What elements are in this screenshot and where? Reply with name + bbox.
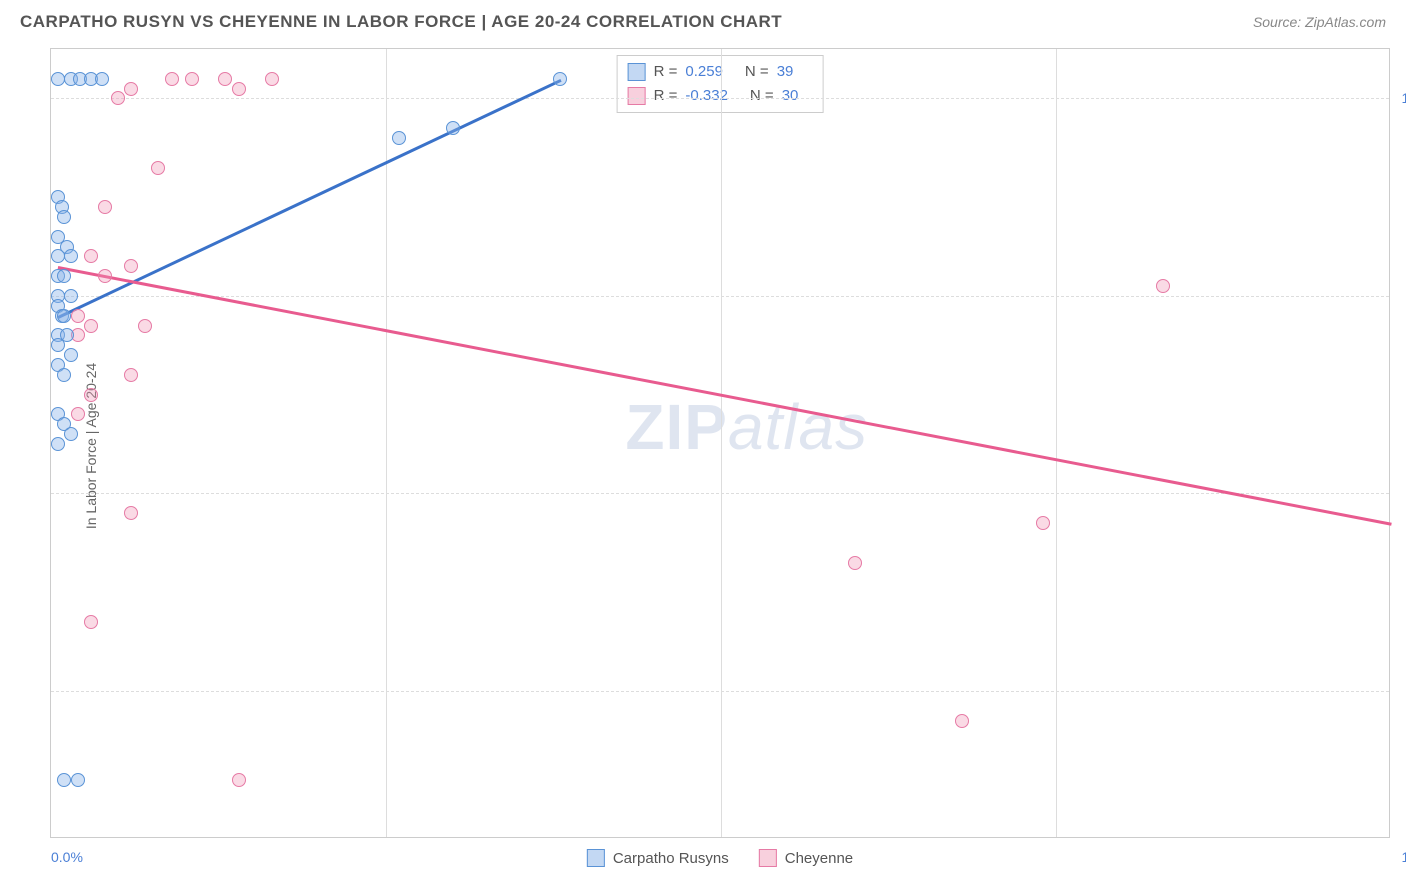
data-point-cheyenne: [151, 161, 165, 175]
chart-title: CARPATHO RUSYN VS CHEYENNE IN LABOR FORC…: [20, 12, 782, 32]
legend-item-cheyenne: Cheyenne: [759, 849, 853, 867]
data-point-cheyenne: [71, 407, 85, 421]
source-label: Source: ZipAtlas.com: [1253, 14, 1386, 30]
legend-label: Cheyenne: [785, 850, 853, 867]
gridline-v: [1056, 49, 1057, 837]
swatch-pink-icon: [628, 87, 646, 105]
r-label: R =: [654, 60, 678, 84]
legend-row-carpatho: R = 0.259 N = 39: [628, 60, 813, 84]
gridline-h: [51, 691, 1389, 692]
data-point-cheyenne: [111, 91, 125, 105]
data-point-carpatho: [64, 249, 78, 263]
n-label: N =: [745, 60, 769, 84]
data-point-cheyenne: [848, 556, 862, 570]
data-point-cheyenne: [84, 388, 98, 402]
data-point-carpatho: [57, 309, 71, 323]
data-point-carpatho: [446, 121, 460, 135]
legend-label: Carpatho Rusyns: [613, 850, 729, 867]
data-point-carpatho: [392, 131, 406, 145]
data-point-cheyenne: [84, 615, 98, 629]
gridline-h: [51, 296, 1389, 297]
data-point-cheyenne: [84, 319, 98, 333]
data-point-carpatho: [57, 269, 71, 283]
data-point-carpatho: [64, 289, 78, 303]
data-point-cheyenne: [265, 72, 279, 86]
data-point-cheyenne: [218, 72, 232, 86]
data-point-cheyenne: [1156, 279, 1170, 293]
data-point-cheyenne: [232, 82, 246, 96]
x-tick-max: 100.0%: [1402, 849, 1406, 865]
y-tick-label: 100.0%: [1402, 90, 1406, 106]
data-point-carpatho: [57, 773, 71, 787]
n-value: 39: [777, 60, 794, 84]
data-point-carpatho: [51, 72, 65, 86]
data-point-cheyenne: [955, 714, 969, 728]
legend-item-carpatho: Carpatho Rusyns: [587, 849, 729, 867]
trend-line-cheyenne: [57, 266, 1391, 525]
n-label: N =: [750, 84, 774, 108]
gridline-v: [721, 49, 722, 837]
r-label: R =: [654, 84, 678, 108]
correlation-legend: R = 0.259 N = 39 R = -0.332 N = 30: [617, 55, 824, 113]
swatch-pink-icon: [759, 849, 777, 867]
data-point-cheyenne: [124, 506, 138, 520]
n-value: 30: [782, 84, 799, 108]
data-point-carpatho: [64, 427, 78, 441]
gridline-h: [51, 98, 1389, 99]
data-point-cheyenne: [232, 773, 246, 787]
data-point-cheyenne: [71, 309, 85, 323]
data-point-carpatho: [51, 249, 65, 263]
data-point-carpatho: [57, 210, 71, 224]
data-point-cheyenne: [124, 82, 138, 96]
data-point-cheyenne: [138, 319, 152, 333]
data-point-carpatho: [57, 368, 71, 382]
scatter-plot: ZIPatlas R = 0.259 N = 39 R = -0.332 N =…: [50, 48, 1390, 838]
data-point-cheyenne: [84, 249, 98, 263]
gridline-v: [386, 49, 387, 837]
data-point-cheyenne: [1036, 516, 1050, 530]
data-point-cheyenne: [124, 259, 138, 273]
data-point-carpatho: [553, 72, 567, 86]
data-point-cheyenne: [98, 200, 112, 214]
data-point-cheyenne: [165, 72, 179, 86]
r-value: 0.259: [685, 60, 723, 84]
series-legend: Carpatho Rusyns Cheyenne: [587, 849, 853, 867]
data-point-carpatho: [51, 338, 65, 352]
data-point-carpatho: [95, 72, 109, 86]
data-point-carpatho: [71, 773, 85, 787]
swatch-blue-icon: [587, 849, 605, 867]
data-point-cheyenne: [98, 269, 112, 283]
swatch-blue-icon: [628, 63, 646, 81]
legend-row-cheyenne: R = -0.332 N = 30: [628, 84, 813, 108]
data-point-cheyenne: [185, 72, 199, 86]
data-point-carpatho: [64, 348, 78, 362]
data-point-carpatho: [51, 437, 65, 451]
x-tick-min: 0.0%: [51, 849, 83, 865]
gridline-h: [51, 493, 1389, 494]
data-point-cheyenne: [124, 368, 138, 382]
